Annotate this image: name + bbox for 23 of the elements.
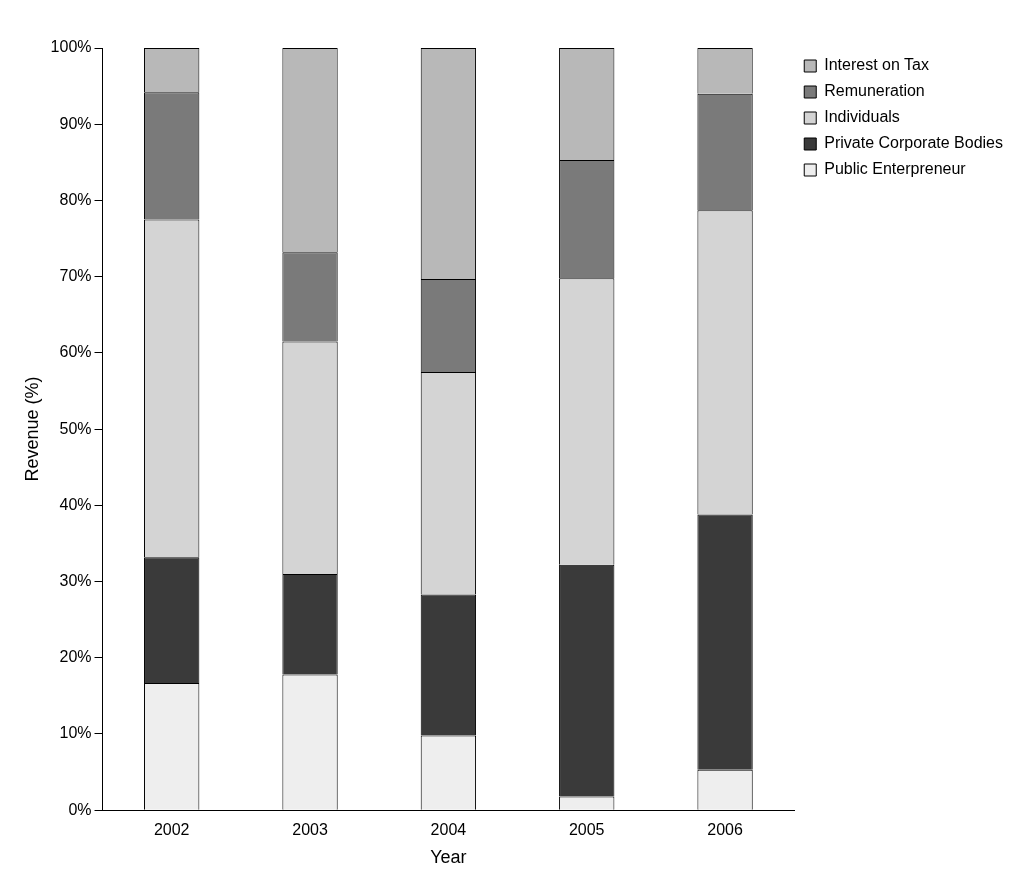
- y-tick-label: 70%: [59, 267, 92, 285]
- y-tick-label: 10%: [59, 724, 92, 742]
- legend-label: Remuneration: [824, 82, 925, 100]
- x-tick-label: 2002: [153, 821, 190, 839]
- x-axis-title: Year: [430, 847, 467, 868]
- y-tick-label: 0%: [68, 800, 92, 818]
- y-tick-label: 80%: [59, 190, 92, 208]
- x-tick-label: 2003: [292, 821, 328, 839]
- y-tick-label: 100%: [50, 38, 92, 56]
- y-tick-label: 20%: [59, 648, 92, 666]
- y-tick-label: 60%: [59, 343, 92, 361]
- y-tick-label: 50%: [59, 419, 92, 437]
- x-tick-label: 2006: [707, 821, 743, 839]
- legend-label: Interest on Tax: [824, 56, 929, 74]
- y-tick-label: 90%: [59, 114, 92, 132]
- y-tick-label: 30%: [59, 571, 92, 589]
- legend-label: Private Corporate Bodies: [824, 134, 1004, 152]
- x-tick-label: 2004: [430, 821, 467, 839]
- legend-label: Public Enterpreneur: [824, 160, 967, 178]
- legend-label: Individuals: [824, 108, 900, 126]
- y-tick-label: 40%: [59, 495, 92, 513]
- y-axis-title: Revenue (%): [21, 376, 42, 482]
- x-tick-label: 2005: [568, 821, 605, 839]
